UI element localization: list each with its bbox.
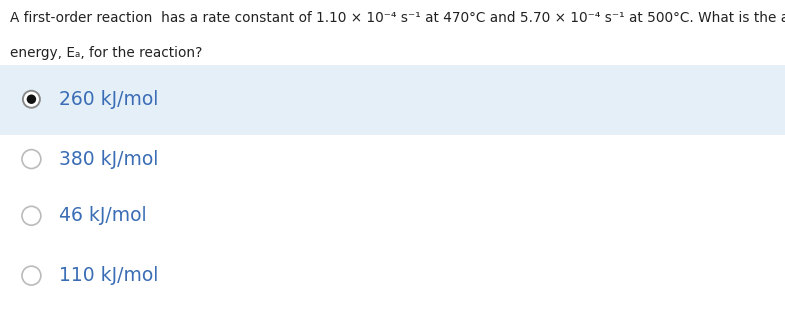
Ellipse shape <box>24 92 39 107</box>
Ellipse shape <box>22 206 41 225</box>
FancyBboxPatch shape <box>0 65 785 135</box>
Ellipse shape <box>22 266 41 285</box>
Text: 260 kJ/mol: 260 kJ/mol <box>59 90 159 109</box>
Text: 110 kJ/mol: 110 kJ/mol <box>59 266 159 285</box>
Ellipse shape <box>27 94 36 104</box>
Text: A first-order reaction  has a rate constant of 1.10 × 10⁻⁴ s⁻¹ at 470°C and 5.70: A first-order reaction has a rate consta… <box>10 11 785 25</box>
Ellipse shape <box>22 90 41 109</box>
Text: 46 kJ/mol: 46 kJ/mol <box>59 206 147 225</box>
Text: energy, Eₐ, for the reaction?: energy, Eₐ, for the reaction? <box>10 46 203 60</box>
Ellipse shape <box>22 150 41 169</box>
Text: 380 kJ/mol: 380 kJ/mol <box>59 150 159 169</box>
